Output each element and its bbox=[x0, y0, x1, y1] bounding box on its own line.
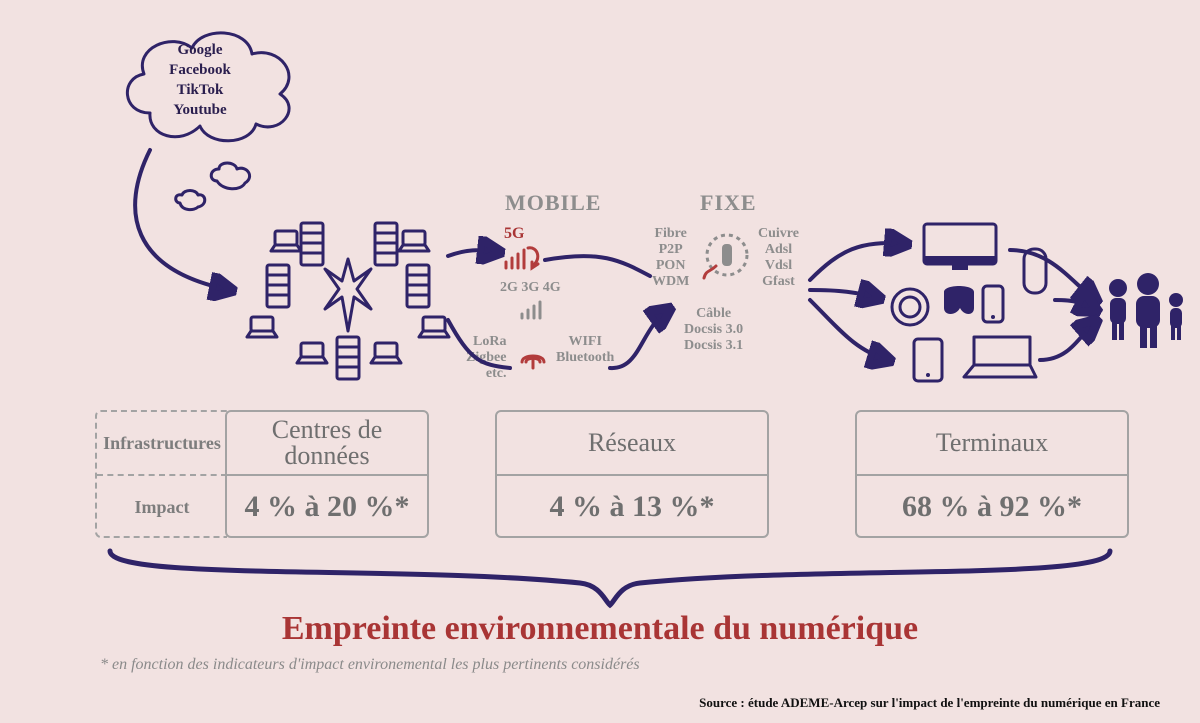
server-rack-icon bbox=[405, 263, 431, 309]
laptop-open-icon bbox=[958, 331, 1038, 383]
footnote: * en fonction des indicateurs d'impact e… bbox=[100, 656, 640, 674]
tech-wifi-label: WIFI Bluetooth bbox=[556, 334, 614, 366]
laptop-icon bbox=[269, 229, 303, 255]
antenna-icon bbox=[323, 255, 373, 335]
column-terminals: Terminaux 68 % à 92 %* bbox=[855, 410, 1129, 538]
laptop-icon bbox=[245, 315, 279, 341]
cloud-line: Youtube bbox=[110, 100, 290, 120]
cloud-puff-icon bbox=[205, 155, 275, 195]
phone-icon bbox=[980, 283, 1006, 325]
tech-cable-label: Câble Docsis 3.0 Docsis 3.1 bbox=[684, 306, 743, 354]
tech-fibre-label: Fibre P2P PON WDM bbox=[652, 226, 689, 290]
monitor-icon bbox=[920, 220, 1000, 272]
signal-bars-icon bbox=[518, 298, 550, 322]
col-name: Réseaux bbox=[497, 412, 767, 476]
cloud-line: TikTok bbox=[110, 80, 290, 100]
services-cloud: Google Facebook TikTok Youtube bbox=[110, 18, 290, 138]
fixe-heading: FIXE bbox=[700, 190, 757, 216]
col-impact: 68 % à 92 %* bbox=[857, 476, 1127, 538]
column-datacenters: Centres de données 4 % à 20 %* bbox=[225, 410, 429, 538]
row-infra-label: Infrastructures bbox=[97, 412, 227, 476]
main-title: Empreinte environnementale du numérique bbox=[0, 610, 1200, 648]
col-name: Terminaux bbox=[857, 412, 1127, 476]
tech-5g-label: 5G bbox=[504, 226, 524, 242]
signal-5g-icon bbox=[502, 242, 542, 272]
server-rack-icon bbox=[373, 221, 399, 267]
server-rack-icon bbox=[265, 263, 291, 309]
tech-lpwan-label: LoRa Zigbee etc. bbox=[466, 334, 506, 382]
col-name: Centres de données bbox=[227, 412, 427, 476]
laptop-icon bbox=[369, 341, 403, 367]
laptop-icon bbox=[417, 315, 451, 341]
mobile-heading: MOBILE bbox=[505, 190, 601, 216]
tablet-icon bbox=[910, 335, 946, 385]
laptop-icon bbox=[295, 341, 329, 367]
cloud-line: Google bbox=[110, 40, 290, 60]
col-impact: 4 % à 13 %* bbox=[497, 476, 767, 538]
column-networks: Réseaux 4 % à 13 %* bbox=[495, 410, 769, 538]
datacenter-cluster bbox=[245, 215, 445, 395]
server-rack-icon bbox=[335, 335, 361, 381]
infographic-canvas: Google Facebook TikTok Youtube MOBILE bbox=[0, 0, 1200, 723]
table-row-headers: Infrastructures Impact bbox=[95, 410, 227, 538]
laptop-icon bbox=[397, 229, 431, 255]
row-impact-label: Impact bbox=[97, 476, 227, 538]
watch-icon bbox=[888, 285, 932, 329]
antenna-wave-icon bbox=[518, 340, 548, 370]
terminals-cluster bbox=[880, 225, 1110, 400]
cloud-line: Facebook bbox=[110, 60, 290, 80]
tech-234g-label: 2G 3G 4G bbox=[500, 280, 561, 296]
cloud-puff-icon bbox=[170, 185, 214, 213]
smart-speaker-icon bbox=[1020, 245, 1050, 297]
tech-cuivre-label: Cuivre Adsl Vdsl Gfast bbox=[758, 226, 799, 290]
vr-headset-icon bbox=[940, 280, 978, 320]
curly-brace-icon bbox=[100, 545, 1120, 615]
cloud-services-list: Google Facebook TikTok Youtube bbox=[110, 40, 290, 120]
col-impact: 4 % à 20 %* bbox=[227, 476, 427, 538]
source-citation: Source : étude ADEME-Arcep sur l'impact … bbox=[699, 695, 1160, 711]
cable-spool-icon bbox=[702, 230, 752, 280]
users-icon bbox=[1100, 270, 1190, 360]
